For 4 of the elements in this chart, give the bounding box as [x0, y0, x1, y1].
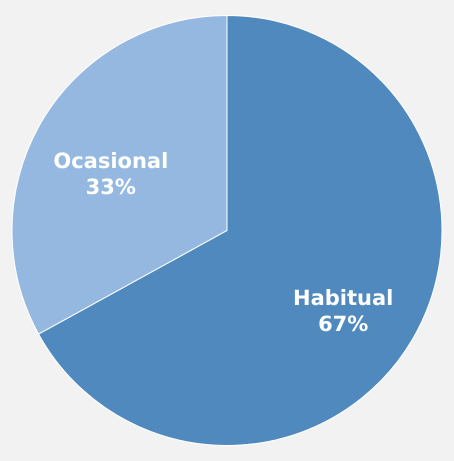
data-label: 67% [318, 312, 368, 336]
slice-label: Habitual [293, 286, 394, 310]
data-label: 33% [86, 174, 136, 199]
slice-label: Ocasional [53, 148, 168, 173]
